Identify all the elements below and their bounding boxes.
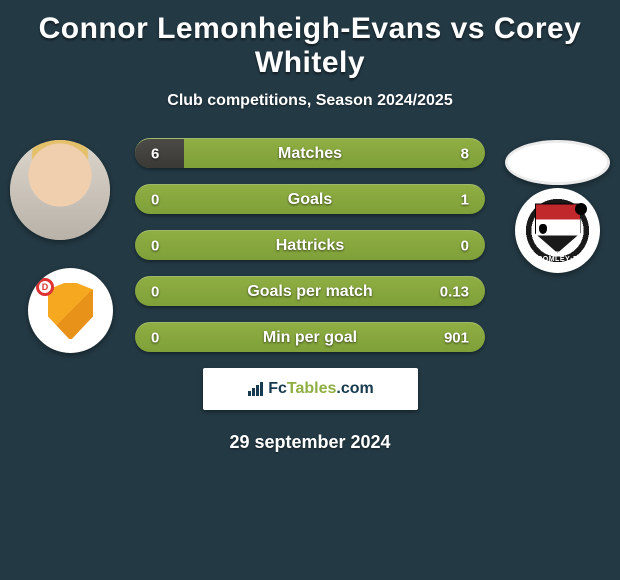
stat-label: Matches (278, 145, 342, 163)
stat-row: 0 Hattricks 0 (135, 230, 485, 260)
bars-icon (246, 382, 264, 396)
date-label: 29 september 2024 (10, 410, 610, 453)
player-avatar-left (10, 140, 110, 240)
stat-row: 0 Min per goal 901 (135, 322, 485, 352)
comparison-panel: D 6 Matches 8 0 Goals 1 0 Hattricks 0 0 Goals per … (0, 128, 620, 453)
stat-value-left: 0 (151, 329, 159, 346)
stat-value-right: 1 (461, 191, 469, 208)
stat-row: 0 Goals per match 0.13 (135, 276, 485, 306)
stat-value-left: 0 (151, 237, 159, 254)
stat-rows: 6 Matches 8 0 Goals 1 0 Hattricks 0 0 Goals per ma… (135, 128, 485, 352)
stat-label: Goals (288, 191, 332, 209)
stat-row: 6 Matches 8 (135, 138, 485, 168)
stat-value-right: 8 (461, 145, 469, 162)
stat-label: Goals per match (247, 283, 372, 301)
stat-value-left: 0 (151, 283, 159, 300)
stat-value-right: 0.13 (440, 283, 469, 300)
player-avatar-right (505, 140, 610, 185)
brand-card: FcTables.com (203, 368, 418, 410)
club-badge-right (515, 188, 600, 273)
club-badge-left: D (28, 268, 113, 353)
page-title: Connor Lemonheigh-Evans vs Corey Whitely (0, 0, 620, 86)
stat-label: Hattricks (276, 237, 344, 255)
stat-row: 0 Goals 1 (135, 184, 485, 214)
stat-value-left: 0 (151, 191, 159, 208)
brand-text: FcTables.com (268, 380, 374, 398)
stat-value-right: 0 (461, 237, 469, 254)
subtitle: Club competitions, Season 2024/2025 (0, 86, 620, 128)
stat-label: Min per goal (263, 329, 357, 347)
stat-value-right: 901 (444, 329, 469, 346)
stat-value-left: 6 (151, 145, 159, 162)
